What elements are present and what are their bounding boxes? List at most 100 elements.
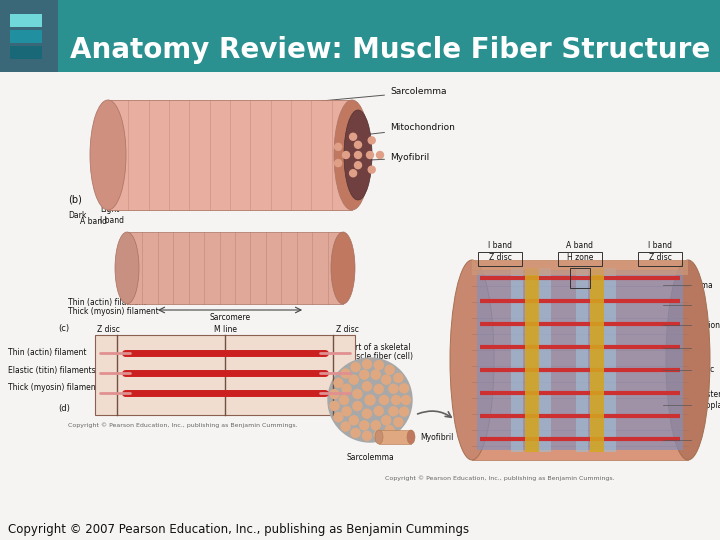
Circle shape	[351, 428, 360, 437]
Text: Thick (myosin) filament: Thick (myosin) filament	[68, 307, 158, 316]
Circle shape	[385, 426, 394, 435]
Circle shape	[368, 137, 375, 144]
Text: I band: I band	[488, 241, 512, 251]
Bar	[379, 430, 411, 444]
Bar	[525, 268, 539, 452]
Circle shape	[392, 395, 400, 404]
Text: I band: I band	[135, 298, 159, 307]
Text: muscle fiber (cell): muscle fiber (cell)	[343, 353, 413, 361]
Circle shape	[394, 417, 403, 427]
Ellipse shape	[375, 430, 383, 444]
Text: T tubule: T tubule	[665, 435, 697, 444]
Circle shape	[350, 170, 356, 177]
Text: M
line: M line	[575, 273, 585, 283]
Bar	[570, 268, 590, 288]
Text: Part of a skeletal: Part of a skeletal	[346, 343, 410, 353]
Ellipse shape	[331, 232, 355, 304]
Circle shape	[335, 144, 342, 150]
Circle shape	[362, 382, 372, 391]
Circle shape	[382, 416, 391, 425]
Text: Sarcolemma: Sarcolemma	[346, 454, 394, 462]
Circle shape	[328, 358, 412, 442]
Text: Thin (actin) filament: Thin (actin) filament	[68, 298, 146, 307]
Text: Nucleus: Nucleus	[155, 204, 186, 213]
Circle shape	[389, 407, 398, 416]
Bar	[472, 260, 688, 460]
Bar	[58, 0, 720, 72]
Text: H zone: H zone	[210, 233, 236, 241]
Text: Sarcolemma: Sarcolemma	[665, 280, 713, 289]
Circle shape	[363, 431, 372, 441]
Circle shape	[354, 141, 361, 149]
Ellipse shape	[666, 260, 710, 460]
Circle shape	[340, 395, 348, 404]
Circle shape	[379, 395, 389, 404]
Text: (b): (b)	[68, 195, 82, 205]
Circle shape	[360, 421, 369, 430]
Circle shape	[330, 389, 339, 399]
Bar	[0, 72, 720, 540]
Circle shape	[374, 407, 383, 415]
Text: Terminal cisternae
of the sarcoplasmic
reticulum: Terminal cisternae of the sarcoplasmic r…	[665, 390, 720, 420]
Circle shape	[353, 389, 362, 399]
Text: A band: A band	[80, 218, 107, 226]
Bar	[10, 30, 42, 43]
Circle shape	[363, 360, 372, 369]
Text: I band: I band	[225, 298, 249, 307]
Text: I band: I band	[648, 241, 672, 251]
Ellipse shape	[115, 232, 139, 304]
Bar	[127, 232, 343, 304]
Ellipse shape	[90, 100, 126, 210]
Text: Copyright © Pearson Education, Inc., publishing as Benjamin Cummings.: Copyright © Pearson Education, Inc., pub…	[385, 475, 615, 481]
Text: Triad: Triad	[665, 300, 683, 309]
Circle shape	[351, 362, 360, 372]
Text: Sarcolemma: Sarcolemma	[312, 87, 446, 102]
Circle shape	[349, 375, 359, 384]
Bar	[638, 252, 682, 266]
Text: A band: A band	[178, 298, 205, 307]
Circle shape	[349, 416, 359, 425]
Ellipse shape	[334, 100, 370, 210]
Text: A band: A band	[567, 241, 593, 251]
Bar	[511, 268, 523, 452]
Text: Mitochondrion: Mitochondrion	[665, 321, 720, 329]
Circle shape	[353, 402, 362, 410]
Text: M line: M line	[272, 298, 295, 307]
Text: Sarcomere: Sarcomere	[210, 314, 251, 322]
Bar	[95, 335, 355, 415]
Ellipse shape	[407, 430, 415, 444]
Ellipse shape	[344, 110, 372, 200]
Circle shape	[400, 407, 408, 416]
Bar	[10, 46, 42, 59]
Circle shape	[334, 413, 343, 422]
Text: Mitochondrion: Mitochondrion	[323, 124, 455, 140]
Circle shape	[372, 370, 380, 379]
Circle shape	[385, 366, 394, 374]
Bar	[604, 268, 616, 452]
Circle shape	[334, 379, 343, 387]
Circle shape	[343, 152, 349, 159]
Text: Thin (actin) filament: Thin (actin) filament	[8, 348, 86, 356]
Text: Anatomy Review: Muscle Fiber Structure: Anatomy Review: Muscle Fiber Structure	[70, 36, 710, 64]
Text: Copyright © Pearson Education, Inc., publishing as Benjamin Cummings.: Copyright © Pearson Education, Inc., pub…	[68, 422, 297, 428]
Bar	[558, 252, 602, 266]
Text: Light
I band: Light I band	[100, 205, 124, 225]
Bar	[108, 100, 352, 210]
Ellipse shape	[450, 260, 494, 460]
Circle shape	[382, 375, 391, 384]
Bar	[477, 270, 683, 450]
Text: Myofibrils: Myofibrils	[665, 343, 703, 353]
Circle shape	[374, 384, 383, 394]
Circle shape	[360, 370, 369, 379]
Circle shape	[368, 166, 375, 173]
Circle shape	[372, 421, 380, 430]
Circle shape	[354, 161, 361, 168]
Text: Myofibril: Myofibril	[420, 433, 454, 442]
Text: Z disc: Z disc	[96, 326, 120, 334]
Bar	[0, 0, 58, 72]
Text: M line: M line	[214, 326, 236, 334]
Bar	[590, 268, 604, 452]
Circle shape	[362, 409, 372, 418]
Text: Elastic (titin) filaments: Elastic (titin) filaments	[8, 366, 96, 375]
Circle shape	[341, 369, 350, 378]
